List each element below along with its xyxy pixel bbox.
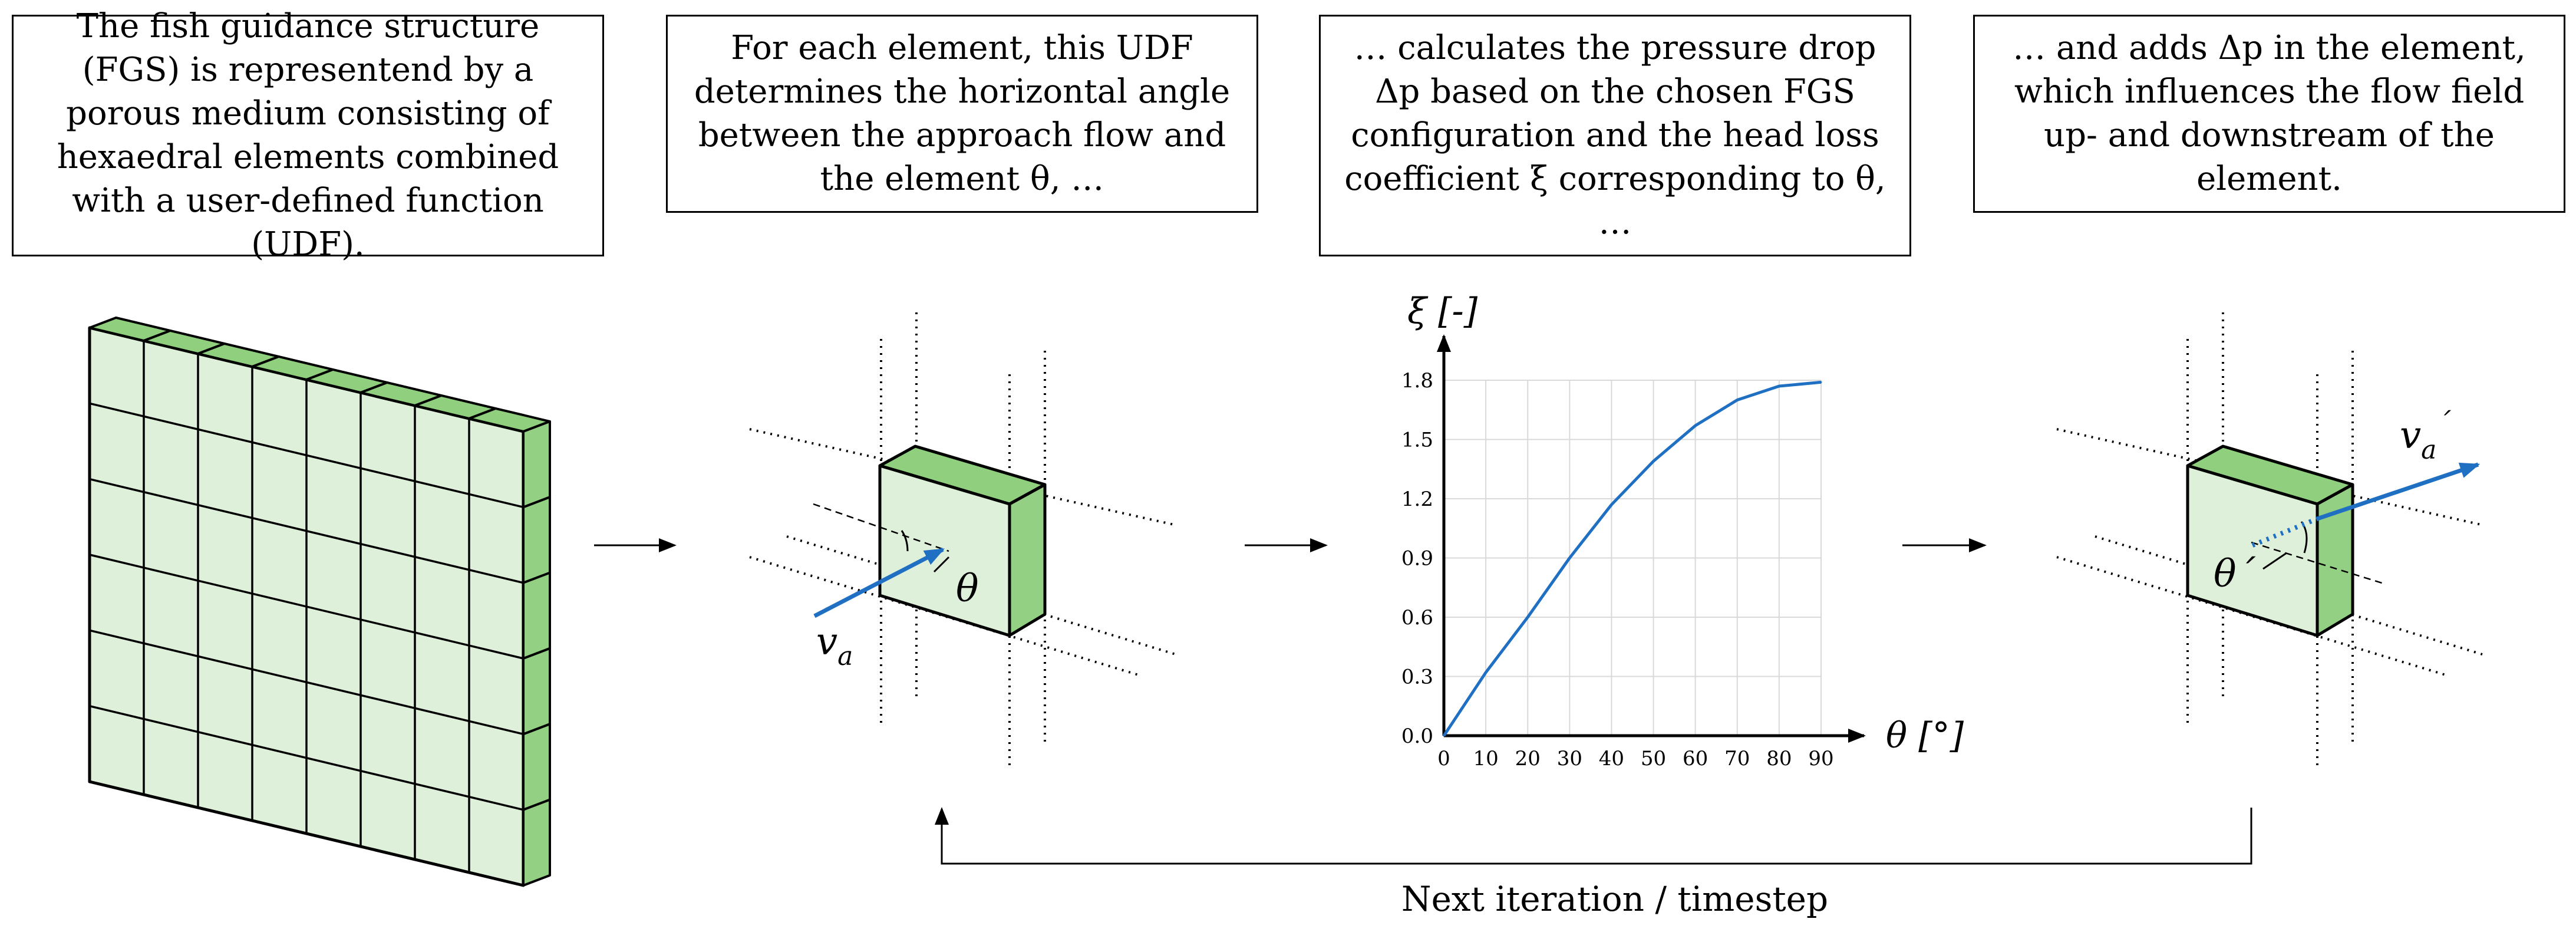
grid-side-cell: [522, 496, 551, 584]
chart-data-point: [1694, 424, 1697, 427]
grid-row-line: [89, 704, 524, 811]
chart-x-ticks: 0 10 20 30 40 50 60 70 80 90: [1437, 747, 1833, 770]
step-box-4: … and adds Δp in the element, which infl…: [1973, 15, 2565, 213]
velocity-after-label: va´: [2400, 407, 2451, 465]
chart-data-point: [1653, 460, 1655, 462]
step-box-4-text: … and adds Δp in the element, which infl…: [2013, 29, 2526, 198]
element-after-guide-lines: [2056, 312, 2483, 766]
chart-y-label: ξ [-]: [1407, 291, 1478, 332]
chart-x-tick-label: 30: [1557, 747, 1582, 770]
velocity-label: va: [816, 620, 853, 671]
deflected-flow-arrow: [2316, 462, 2481, 521]
step-box-2-text: For each element, this UDF determines th…: [694, 29, 1231, 198]
chart-x-tick-label: 80: [1766, 747, 1792, 770]
chart-y-tick-label: 1.2: [1401, 488, 1433, 511]
head-loss-chart: 0.0 0.3 0.6 0.9 1.2 1.5 1.8 0 10 20 30 40 50 60 70 80 9…: [1401, 291, 1964, 770]
iteration-loop-arrow: [935, 807, 2252, 865]
angle-label: θ: [956, 567, 979, 611]
chart-x-tick-label: 70: [1724, 747, 1750, 770]
element-before: θ va: [749, 312, 1176, 766]
loop-label: Next iteration / timestep: [1401, 879, 1828, 919]
grid-side-cell: [522, 647, 551, 736]
step-box-1-text: The fish guidance structure (FGS) is rep…: [57, 7, 559, 264]
element-before-guide-lines: [749, 312, 1176, 766]
grid-side-cell: [522, 420, 551, 509]
chart-x-tick-label: 90: [1808, 747, 1833, 770]
chart-x-tick-label: 40: [1599, 747, 1624, 770]
chart-series-line: [1442, 380, 1822, 737]
chart-data-point: [1778, 385, 1780, 387]
step-box-3-text: … calculates the pressure drop Δp based …: [1344, 29, 1886, 242]
angle-after-label: θ´: [2214, 552, 2257, 596]
chart-y-tick-label: 0.0: [1401, 724, 1433, 748]
chart-data-point: [1736, 399, 1739, 401]
grid-side-cell: [522, 571, 551, 660]
grid-row-line: [89, 402, 524, 509]
chart-data-point: [1526, 616, 1529, 618]
element-after: θ´ va´: [2056, 312, 2483, 766]
chart-grid: [1443, 380, 1822, 736]
grid-side-cell: [522, 798, 551, 887]
porous-medium-grid: [88, 316, 551, 887]
chart-data-point: [1568, 557, 1571, 559]
chart-data-point: [1610, 503, 1612, 506]
chart-x-label: θ [°]: [1886, 715, 1964, 756]
chart-x-tick-label: 50: [1641, 747, 1666, 770]
chart-y-tick-label: 0.3: [1401, 666, 1433, 689]
chart-x-tick-label: 10: [1473, 747, 1498, 770]
chart-data-point: [1443, 735, 1445, 737]
grid-row-line: [89, 554, 524, 660]
chart-data-point: [1820, 381, 1822, 383]
chart-y-tick-label: 0.9: [1401, 547, 1433, 571]
chart-series: [1442, 380, 1822, 737]
step-box-3: … calculates the pressure drop Δp based …: [1319, 15, 1911, 256]
chart-y-ticks: 0.0 0.3 0.6 0.9 1.2 1.5 1.8: [1401, 369, 1433, 748]
grid-row-line: [89, 629, 524, 736]
chart-y-tick-label: 1.5: [1401, 429, 1433, 452]
chart-y-tick-label: 1.8: [1401, 369, 1433, 393]
chart-x-tick-label: 0: [1437, 747, 1450, 770]
step-box-1: The fish guidance structure (FGS) is rep…: [12, 7, 604, 264]
chart-y-tick-label: 0.6: [1401, 606, 1433, 630]
approach-flow-arrow: [813, 547, 945, 618]
step-box-2: For each element, this UDF determines th…: [666, 15, 1258, 213]
chart-data-point: [1485, 671, 1487, 674]
chart-x-tick-label: 20: [1515, 747, 1541, 770]
grid-side-cell: [522, 723, 551, 811]
grid-row-line: [89, 477, 524, 584]
chart-x-tick-label: 60: [1683, 747, 1708, 770]
